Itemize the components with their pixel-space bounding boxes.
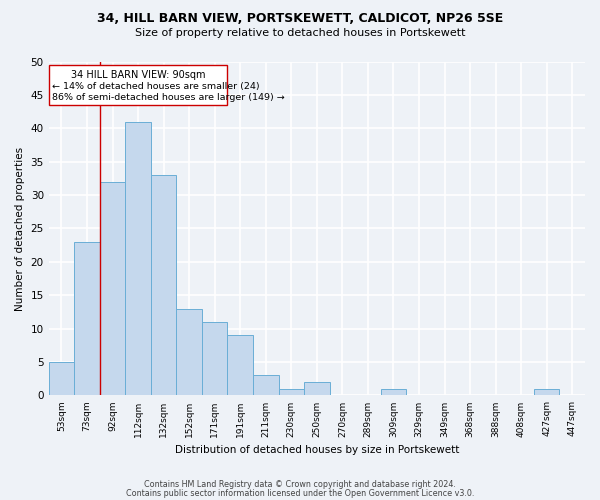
Bar [49,362,74,396]
Bar [151,175,176,396]
Bar [380,389,406,396]
Bar [202,322,227,396]
Bar [227,336,253,396]
Text: Contains HM Land Registry data © Crown copyright and database right 2024.: Contains HM Land Registry data © Crown c… [144,480,456,489]
Bar [534,389,559,396]
Bar [278,389,304,396]
Bar [176,308,202,396]
Bar [304,382,329,396]
Text: 34, HILL BARN VIEW, PORTSKEWETT, CALDICOT, NP26 5SE: 34, HILL BARN VIEW, PORTSKEWETT, CALDICO… [97,12,503,26]
Bar [74,242,100,396]
Text: Size of property relative to detached houses in Portskewett: Size of property relative to detached ho… [135,28,465,38]
Bar [100,182,125,396]
FancyBboxPatch shape [49,65,227,105]
Text: ← 14% of detached houses are smaller (24): ← 14% of detached houses are smaller (24… [52,82,260,90]
Text: 86% of semi-detached houses are larger (149) →: 86% of semi-detached houses are larger (… [52,93,285,102]
Text: Contains public sector information licensed under the Open Government Licence v3: Contains public sector information licen… [126,489,474,498]
X-axis label: Distribution of detached houses by size in Portskewett: Distribution of detached houses by size … [175,445,459,455]
Y-axis label: Number of detached properties: Number of detached properties [15,146,25,310]
Bar [125,122,151,396]
Text: 34 HILL BARN VIEW: 90sqm: 34 HILL BARN VIEW: 90sqm [71,70,205,80]
Bar [253,376,278,396]
